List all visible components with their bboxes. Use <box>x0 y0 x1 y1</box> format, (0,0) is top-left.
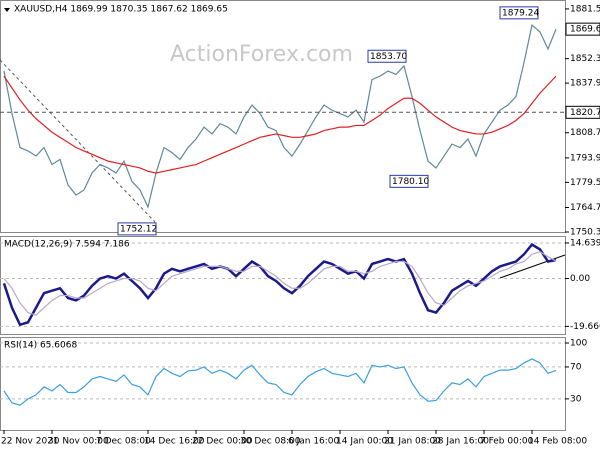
header: XAUUSD,H4 1869.99 1870.35 1867.62 1869.6… <box>14 5 228 15</box>
series-line <box>2 242 557 327</box>
panel-title: RSI(14) 65.6068 <box>4 341 77 351</box>
y-tick-label: 1852.30 <box>570 54 600 64</box>
x-tick-label: 22 Dec 00:00 <box>192 437 253 447</box>
y-tick-label: 30 <box>570 394 582 404</box>
trend-line <box>0 59 156 223</box>
y-tick-label: 70 <box>570 362 582 372</box>
annotation-box <box>117 222 157 236</box>
level-box <box>565 105 600 119</box>
y-tick-label: 1750.30 <box>570 228 600 238</box>
y-tick-label: 1881.55 <box>570 4 600 14</box>
x-tick-label: 7 Dec 08:00 <box>96 437 151 447</box>
x-tick-label: 22 Nov 2021 <box>1 437 59 447</box>
y-tick-label: 0.00 <box>570 274 590 284</box>
annotation-box <box>367 49 407 63</box>
annotation-label: 1752.12 <box>120 224 157 234</box>
macd-trend-line <box>499 254 566 279</box>
current-price: 1869.65 <box>570 25 600 35</box>
rsi-panel <box>0 337 566 431</box>
x-tick-label: 14 Dec 16:00 <box>144 437 205 447</box>
x-tick-label: 28 Jan 16:00 <box>432 437 489 447</box>
macd-panel <box>0 236 566 335</box>
y-tick-label: 1793.90 <box>570 153 600 163</box>
y-tick-label: -19.666 <box>570 322 600 332</box>
annotation-label: 1879.24 <box>502 8 539 18</box>
annotation-box <box>389 174 429 188</box>
y-tick-label: 1808.70 <box>570 128 600 138</box>
y-tick-label: 1779.50 <box>570 178 600 188</box>
annotation-box <box>499 6 539 20</box>
annotation-label: 1780.10 <box>392 177 429 187</box>
menu-arrow <box>4 8 10 12</box>
series-line <box>3 75 557 174</box>
watermark: ActionForex.com <box>170 42 353 67</box>
panel-title: MACD(12,26,9) 7.594 7.186 <box>4 240 130 250</box>
y-tick-label: 1837.90 <box>570 79 600 89</box>
x-tick-label: 21 Jan 08:00 <box>384 437 441 447</box>
price-panel <box>0 0 566 233</box>
series-line <box>3 358 557 406</box>
x-tick-label: 14 Jan 00:00 <box>336 437 393 447</box>
series-line <box>3 251 557 316</box>
x-tick-label: 30 Nov 00:00 <box>48 437 109 447</box>
x-tick-label: 30 Dec 08:00 <box>240 437 301 447</box>
y-tick-label: 1764.70 <box>570 203 600 213</box>
x-tick-label: 14 Feb 08:00 <box>528 437 587 447</box>
annotation-label: 1853.70 <box>370 52 407 62</box>
x-tick-label: 7 Feb 00:00 <box>480 437 534 447</box>
current-box <box>565 22 600 36</box>
x-tick-label: 6 Jan 16:00 <box>288 437 340 447</box>
level-label: 1820.72 <box>570 108 600 118</box>
y-tick-label: 100 <box>570 338 587 348</box>
y-tick-label: 14.639 <box>570 238 600 248</box>
series-line <box>3 24 557 209</box>
